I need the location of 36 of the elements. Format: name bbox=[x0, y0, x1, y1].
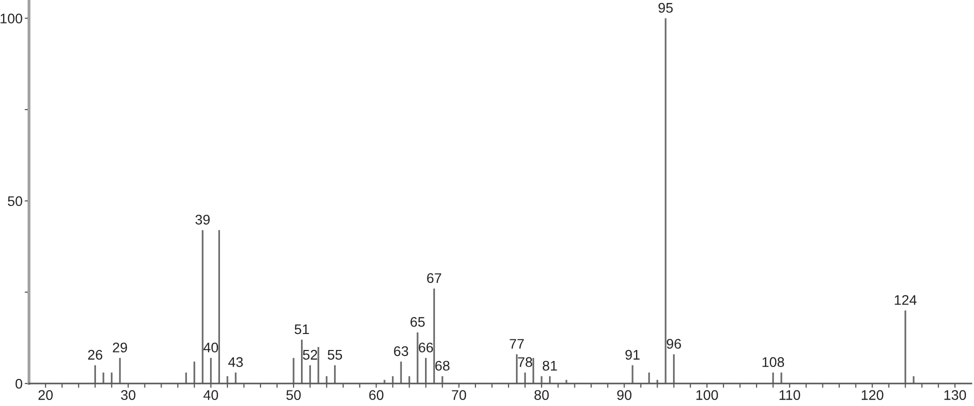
annotation: 66 bbox=[418, 342, 433, 352]
annotation: 124 bbox=[894, 295, 917, 305]
annotation: 29 bbox=[112, 342, 128, 352]
x-tick-label: 70 bbox=[452, 390, 466, 400]
x-tick-label: 60 bbox=[369, 390, 384, 400]
x-tick-label: 40 bbox=[203, 390, 218, 400]
x-tick-label: 20 bbox=[38, 390, 53, 400]
annotation: 39 bbox=[195, 214, 210, 225]
x-tick-label: 130 bbox=[944, 390, 966, 400]
annotation: 91 bbox=[625, 350, 640, 360]
annotation: 55 bbox=[328, 350, 342, 360]
x-tick-label: 90 bbox=[617, 390, 632, 400]
annotation: 43 bbox=[228, 357, 243, 368]
annotation: 40 bbox=[203, 342, 218, 352]
annotation: 67 bbox=[427, 273, 442, 284]
y-tick-label: 100 bbox=[0, 14, 22, 24]
x-tick-label: 80 bbox=[534, 390, 549, 400]
annotation: 96 bbox=[666, 338, 681, 349]
annotation: 81 bbox=[542, 360, 557, 371]
annotation: 65 bbox=[410, 317, 425, 327]
annotation: 63 bbox=[394, 346, 408, 356]
x-tick-label: 30 bbox=[121, 390, 136, 400]
annotation: 77 bbox=[510, 339, 524, 349]
x-tick-label: 50 bbox=[286, 390, 301, 400]
annotation: 95 bbox=[658, 2, 673, 13]
x-tick-label: 100 bbox=[696, 390, 718, 400]
y-tick-label: 50 bbox=[8, 196, 22, 206]
x-tick-label: 110 bbox=[780, 390, 800, 400]
annotation: 68 bbox=[435, 360, 450, 371]
annotation: 78 bbox=[518, 357, 532, 368]
annotation: 52 bbox=[302, 350, 318, 360]
annotation: 26 bbox=[88, 350, 102, 360]
x-tick-label: 120 bbox=[862, 390, 884, 400]
y-tick-label: 0 bbox=[16, 378, 22, 389]
annotation: 51 bbox=[294, 324, 309, 334]
annotation: 108 bbox=[762, 357, 784, 368]
